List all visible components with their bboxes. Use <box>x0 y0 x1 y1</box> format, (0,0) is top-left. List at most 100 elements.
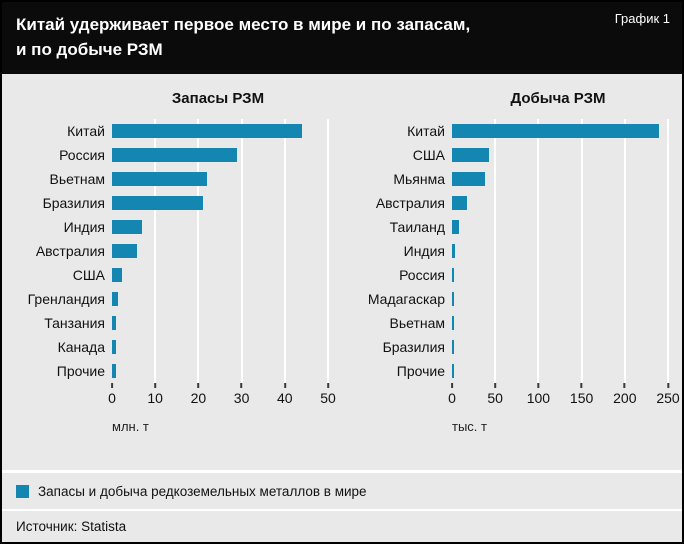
bar <box>112 292 119 306</box>
axis-tick-label: 150 <box>569 390 594 406</box>
category-label: Китай <box>67 123 105 139</box>
bar <box>452 292 454 306</box>
bar-row <box>112 263 328 287</box>
category-label: Вьетнам <box>389 315 445 331</box>
figure-label: График 1 <box>614 11 670 26</box>
bar-row <box>112 119 328 143</box>
legend-swatch <box>16 484 29 498</box>
gridline <box>327 119 329 383</box>
gridline <box>154 119 157 383</box>
bar-row <box>452 215 668 239</box>
axis-tick: 20 <box>191 383 206 406</box>
bar-row <box>112 167 328 191</box>
legend: Запасы и добыча редкоземельных металлов … <box>2 473 682 509</box>
bar-row <box>112 335 328 359</box>
category-labels: Китай Россия Вьетнам Бразилия Индия Австралия… <box>18 119 112 383</box>
category-label: Россия <box>399 267 445 283</box>
bar <box>112 148 238 162</box>
axis-tick-label: 0 <box>448 390 456 406</box>
category-label: Таиланд <box>389 219 445 235</box>
bar-row <box>112 311 328 335</box>
axis-tick-label: 40 <box>277 390 293 406</box>
bar <box>452 364 454 378</box>
x-axis: 0 10 20 30 40 50 <box>108 383 336 409</box>
bar-row <box>112 359 328 383</box>
tick-mark <box>326 383 329 388</box>
bar <box>452 316 454 330</box>
axis-tick: 50 <box>487 383 503 406</box>
axis-tick: 0 <box>108 383 116 406</box>
category-label: Бразилия <box>42 195 105 211</box>
axis-tick: 40 <box>277 383 293 406</box>
category-label: Индия <box>63 219 105 235</box>
tick-mark <box>494 383 497 388</box>
category-label: Австралия <box>35 243 105 259</box>
bar <box>112 124 303 138</box>
category-label: Россия <box>59 147 105 163</box>
category-label: Мадагаскар <box>367 291 445 307</box>
bar <box>112 220 142 234</box>
category-label: Прочие <box>396 363 445 379</box>
axis-unit-label: млн. т <box>112 419 149 434</box>
gridline <box>537 119 540 383</box>
gridline <box>667 119 669 383</box>
bars <box>452 119 669 383</box>
chart-reserves: Запасы РЗМ Китай Россия Вьетнам Бразилия Инд… <box>18 88 336 470</box>
category-label: Вьетнам <box>49 171 105 187</box>
chart-production: Добыча РЗМ Китай США Мьянма Австралия Таилан… <box>358 88 680 470</box>
title-line-2: и по добыче РЗМ <box>16 40 163 59</box>
bar <box>452 172 485 186</box>
bar <box>452 148 490 162</box>
category-label: Китай <box>407 123 445 139</box>
tick-mark <box>240 383 243 388</box>
bar-row <box>452 167 668 191</box>
tick-mark <box>197 383 200 388</box>
bar <box>112 196 203 210</box>
gridline <box>240 119 243 383</box>
gridline <box>197 119 200 383</box>
bar-row <box>452 287 668 311</box>
tick-mark <box>450 383 453 388</box>
axis-tick-label: 30 <box>233 390 250 406</box>
gridline <box>623 119 626 383</box>
axis-tick: 10 <box>147 383 163 406</box>
category-label: США <box>72 267 105 283</box>
bar-row <box>112 191 328 215</box>
charts-area: Запасы РЗМ Китай Россия Вьетнам Бразилия Инд… <box>2 74 682 470</box>
bar-row <box>452 239 668 263</box>
category-labels: Китай США Мьянма Австралия Таиланд Индия Росси… <box>358 119 452 383</box>
axis-unit-label: тыс. т <box>452 419 487 434</box>
chart-title-reserves: Запасы РЗМ <box>171 90 265 107</box>
bar-row <box>452 191 668 215</box>
bar <box>452 268 455 282</box>
axis-tick: 30 <box>233 383 250 406</box>
category-label: Мьянма <box>393 171 445 187</box>
axis-tick-label: 100 <box>526 390 551 406</box>
bar <box>112 316 116 330</box>
tick-mark <box>537 383 540 388</box>
tick-mark <box>110 383 113 388</box>
axis-tick: 50 <box>320 383 336 406</box>
bar-row <box>452 311 668 335</box>
axis-tick-label: 200 <box>613 390 637 406</box>
category-label: Бразилия <box>382 339 445 355</box>
tick-mark <box>623 383 626 388</box>
gridline <box>580 119 583 383</box>
bar <box>112 268 122 282</box>
bar-row <box>112 143 328 167</box>
bar-row <box>452 143 668 167</box>
header: Китай удерживает первое место в мире и п… <box>2 2 682 74</box>
category-label: США <box>412 147 445 163</box>
bar <box>112 244 137 258</box>
tick-mark <box>154 383 157 388</box>
bar <box>112 340 116 354</box>
bar <box>452 244 455 258</box>
bar-row <box>452 335 668 359</box>
gridline <box>494 119 497 383</box>
title-line-1: Китай удерживает первое место в мире и п… <box>16 15 471 34</box>
plot-area: Китай США Мьянма Австралия Таиланд Индия Росси… <box>358 119 669 383</box>
legend-label: Запасы и добыча редкоземельных металлов … <box>38 483 367 499</box>
bar-row <box>112 287 328 311</box>
tick-mark <box>580 383 583 388</box>
axis-tick: 150 <box>570 383 593 406</box>
